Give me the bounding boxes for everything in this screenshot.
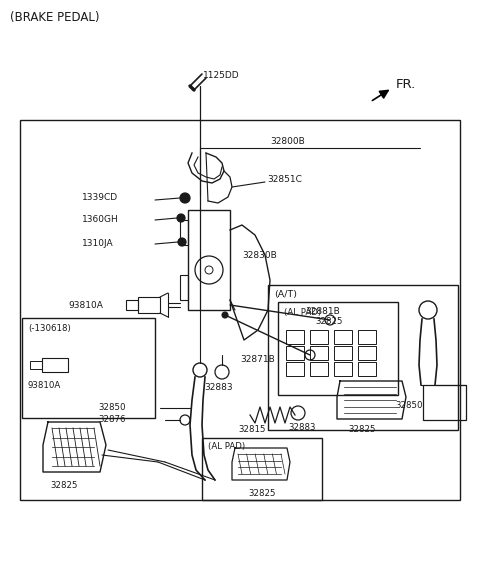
Text: 32850: 32850 — [395, 400, 422, 410]
Bar — [138, 297, 160, 313]
Text: 32825: 32825 — [50, 480, 77, 490]
Text: 32815: 32815 — [238, 426, 265, 434]
Bar — [334, 346, 352, 360]
Text: 1125DD: 1125DD — [203, 71, 240, 81]
Bar — [334, 330, 352, 344]
Text: 32825: 32825 — [248, 488, 276, 498]
Bar — [268, 285, 458, 430]
Bar — [22, 318, 155, 418]
Text: (AL PAD): (AL PAD) — [284, 308, 321, 316]
Text: 32850: 32850 — [98, 404, 125, 412]
Bar — [358, 346, 376, 360]
Bar — [30, 361, 42, 369]
Text: 32876: 32876 — [98, 415, 125, 425]
Text: FR.: FR. — [396, 78, 416, 90]
Bar — [286, 346, 304, 360]
Text: 32800B: 32800B — [270, 138, 305, 146]
Text: 32871B: 32871B — [240, 355, 275, 365]
Text: 32883: 32883 — [204, 384, 233, 392]
Text: 1360GH: 1360GH — [82, 215, 119, 225]
Text: 93810A: 93810A — [68, 301, 103, 310]
Bar — [42, 358, 68, 372]
Bar — [310, 346, 328, 360]
Bar — [180, 220, 188, 245]
Text: 1339CD: 1339CD — [82, 194, 118, 203]
Bar — [286, 362, 304, 376]
Bar — [180, 275, 188, 300]
Bar — [188, 210, 230, 310]
Circle shape — [177, 214, 185, 222]
Bar — [202, 438, 322, 500]
Text: 32881B: 32881B — [305, 308, 340, 316]
Bar — [334, 362, 352, 376]
Text: 32825: 32825 — [315, 317, 343, 327]
Bar — [310, 330, 328, 344]
Bar — [126, 300, 138, 310]
Text: 32851C: 32851C — [267, 176, 302, 184]
Text: 93810A: 93810A — [28, 381, 61, 389]
Text: 32883: 32883 — [288, 423, 315, 433]
Bar — [310, 362, 328, 376]
Bar — [358, 362, 376, 376]
Circle shape — [178, 238, 186, 246]
Text: 1310JA: 1310JA — [82, 240, 114, 248]
Bar — [20, 120, 460, 500]
Bar — [423, 385, 466, 420]
Bar — [286, 330, 304, 344]
Text: 32825: 32825 — [348, 426, 375, 434]
Text: (AL PAD): (AL PAD) — [208, 442, 245, 452]
Circle shape — [222, 312, 228, 318]
Text: 32830B: 32830B — [242, 251, 277, 260]
Text: (-130618): (-130618) — [28, 324, 71, 332]
Circle shape — [180, 193, 190, 203]
Text: (BRAKE PEDAL): (BRAKE PEDAL) — [10, 12, 99, 25]
Text: (A/T): (A/T) — [274, 290, 297, 300]
Bar — [278, 302, 398, 395]
Bar — [358, 330, 376, 344]
